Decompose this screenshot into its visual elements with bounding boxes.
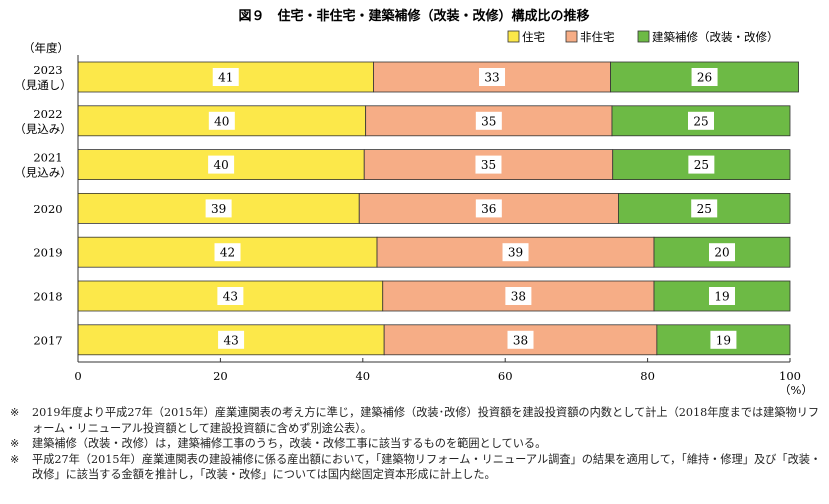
y-axis-label: （年度） — [23, 41, 69, 55]
y-tick-label: 2019 — [33, 246, 62, 260]
y-tick-sublabel: （見込み） — [14, 166, 72, 180]
data-label-box — [475, 111, 502, 130]
footnote-mark: ※ — [10, 452, 20, 466]
data-label-box — [208, 111, 235, 130]
x-tick-label: 0 — [74, 369, 81, 383]
y-tick-label: 2017 — [33, 333, 62, 347]
data-label-box — [710, 330, 737, 349]
data-label: 42 — [220, 246, 235, 260]
data-label-box — [475, 199, 502, 218]
data-label-box — [709, 287, 736, 305]
data-label-box — [709, 243, 736, 262]
bars: 41 33 26 40 35 25 40 35 25 39 36 25 42 39 20 43 38 19 43 38… — [77, 61, 799, 356]
legend-swatch — [507, 30, 520, 43]
data-label-box — [691, 199, 718, 218]
x-tick-label: 80 — [640, 369, 655, 383]
y-tick-sublabel: （見込み） — [14, 122, 72, 136]
data-label: 43 — [223, 290, 238, 304]
footnote: ※ 平成27年（2015年）産業連関表の建設補修に係る産出額において，「建築物リ… — [10, 452, 822, 483]
data-label-box — [218, 330, 245, 349]
x-axis-unit-label: （%） — [779, 383, 813, 397]
data-label: 25 — [693, 114, 708, 128]
legend: 住宅 非住宅 建築補修（改装・改修） — [507, 30, 779, 44]
data-label: 41 — [218, 71, 233, 85]
y-tick-label: 2021 — [33, 151, 62, 165]
data-label: 35 — [481, 114, 496, 128]
footnote-text: 平成27年（2015年）産業連関表の建設補修に係る産出額において，「建築物リフォ… — [32, 452, 822, 482]
footnote: ※ 建築補修（改装・改修）は，建築補修工事のうち，改装・改修工事に該当するものを… — [10, 436, 822, 452]
legend-label: 住宅 — [522, 30, 545, 44]
data-label: 19 — [714, 290, 729, 304]
footnotes: ※ 2019年度より平成27年（2015年）産業連関表の考え方に準じ，建築補修（… — [10, 405, 822, 483]
data-label-box — [208, 155, 235, 174]
data-label-box — [475, 155, 502, 174]
data-label-box — [212, 68, 239, 86]
data-label: 39 — [508, 246, 523, 260]
data-label-box — [691, 68, 718, 86]
data-label: 33 — [484, 71, 499, 85]
data-label: 38 — [513, 333, 528, 347]
data-label: 25 — [694, 158, 709, 172]
bar-segment — [618, 192, 791, 224]
data-label-box — [688, 155, 715, 174]
x-tick-label: 20 — [213, 369, 228, 383]
data-label: 19 — [716, 333, 731, 347]
y-tick-sublabel: （見通し） — [14, 78, 72, 92]
footnote-mark: ※ — [10, 437, 20, 450]
legend-label: 非住宅 — [580, 30, 615, 44]
legend-swatch — [637, 30, 650, 43]
bar-segment — [373, 61, 611, 93]
y-tick-label: 2020 — [33, 202, 62, 216]
data-label: 40 — [213, 158, 228, 172]
legend-label: 建築補修（改装・改修） — [652, 30, 779, 44]
data-label: 39 — [211, 202, 226, 216]
x-axis: 0 20 40 60 80 100 — [74, 55, 801, 383]
footnote-text: 建築補修（改装・改修）は，建築補修工事のうち，改装・改修工事に該当するものを範囲… — [32, 437, 547, 450]
y-tick-label: 2022 — [33, 107, 62, 121]
data-label: 20 — [714, 246, 729, 260]
chart-title: 図９ 住宅・非住宅・建築補修（改装・改修）構成比の推移 — [238, 8, 589, 24]
legend-swatch — [565, 30, 578, 43]
y-tick-label: 2023 — [33, 63, 62, 77]
footnote-text: 2019年度より平成27年（2015年）産業連関表の考え方に準じ，建築補修（改装… — [32, 406, 820, 435]
footnote-mark: ※ — [10, 406, 20, 419]
data-label: 26 — [697, 71, 712, 85]
data-label: 40 — [214, 114, 229, 128]
data-label-box — [479, 68, 506, 86]
y-axis-tick-labels: 2023（見通し）2022（見込み）2021（見込み）2020201920182… — [14, 63, 72, 347]
data-label-box — [507, 330, 534, 349]
bar-segment — [653, 236, 791, 268]
data-label-box — [688, 111, 714, 130]
data-label-box — [214, 243, 241, 262]
data-label: 25 — [697, 202, 712, 216]
stacked-bar-chart: 図９ 住宅・非住宅・建築補修（改装・改修）構成比の推移 （年度） （%） 住宅 非… — [14, 8, 813, 397]
data-label-box — [217, 287, 244, 305]
y-tick-label: 2018 — [33, 290, 62, 304]
data-label: 38 — [511, 290, 526, 304]
footnote: ※ 2019年度より平成27年（2015年）産業連関表の考え方に準じ，建築補修（… — [10, 405, 822, 436]
data-label-box — [505, 287, 532, 305]
data-label: 36 — [481, 202, 496, 216]
data-label: 35 — [481, 158, 496, 172]
x-tick-label: 60 — [498, 369, 513, 383]
x-tick-label: 100 — [779, 369, 801, 383]
x-tick-label: 40 — [355, 369, 370, 383]
data-label-box — [502, 243, 529, 262]
data-label: 43 — [223, 333, 238, 347]
data-label-box — [205, 199, 232, 218]
